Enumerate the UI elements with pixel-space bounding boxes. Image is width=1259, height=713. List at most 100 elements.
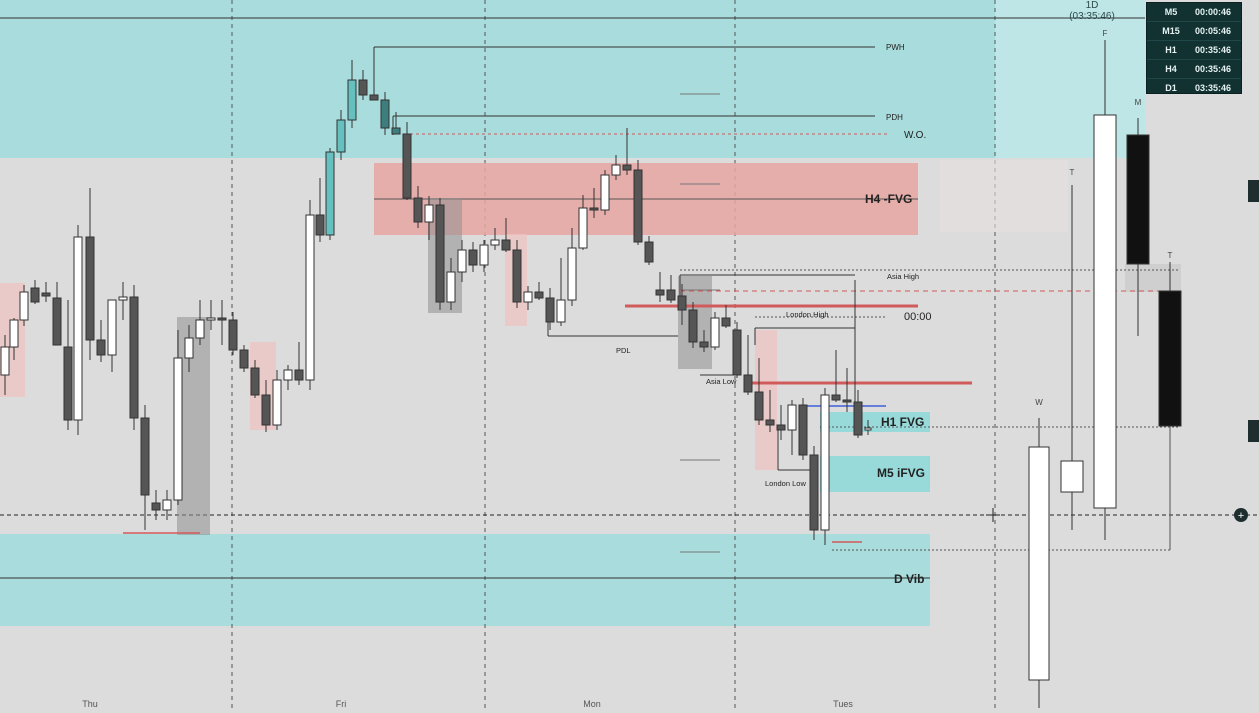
candle-body [655,289,665,296]
tf-name: H4 [1165,64,1177,74]
candle-body [336,119,346,153]
candle-body [809,454,819,531]
htf-candle-body [1028,446,1050,681]
candle-body [347,79,357,121]
candle-body [622,164,632,171]
premium-zone [0,0,995,158]
tf-row: H1 00:35:46 [1147,41,1241,60]
candle-body [30,287,40,303]
candle-body [63,346,73,421]
candle-body [206,317,216,321]
timeframe-countdown-panel: M5 00:00:46 M15 00:05:46 H1 00:35:46 H4 00:3… [1146,2,1242,94]
asia-low-label: Asia Low [706,377,737,386]
day-axis-label: Tues [833,699,853,708]
candle-body [853,401,863,436]
candle-body [402,133,412,199]
candle-body [9,319,19,348]
htf-candle-body [1126,134,1150,265]
price-scale-marker [1248,180,1259,202]
candle-body [294,369,304,381]
period-countdown: (03:35:46) [1069,11,1115,22]
candle-body [501,239,511,251]
candle-body [85,236,95,341]
period-label: 1D [1085,0,1099,11]
tf-row: M15 00:05:46 [1147,22,1241,41]
discount-zone [0,534,930,626]
candle-body [776,424,786,431]
candle-body [0,346,10,376]
candle-body [315,214,325,236]
candle-body [118,296,128,301]
htf-candle-label: T [1070,168,1075,177]
candle-body [699,341,709,348]
m5-ifvg-zone [820,456,930,492]
candle-body [688,309,698,343]
candle-body [611,164,621,176]
tf-countdown: 00:35:46 [1195,64,1232,74]
candle-body [677,295,687,311]
htf-candle-label: F [1103,29,1108,38]
wo-label: W.O. [904,130,926,141]
candle-body [151,502,161,511]
candle-body [19,291,29,321]
candle-body [798,404,808,456]
htf-candle-body [1093,114,1117,509]
candle-body [195,319,205,339]
tf-row: M5 00:00:46 [1147,3,1241,22]
h4-fvg-label: H4 -FVG [865,192,912,206]
tf-row: D1 03:35:46 [1147,79,1241,97]
candle-body [787,404,797,431]
candle-body [754,391,764,421]
candle-body [239,349,249,369]
candle-body [162,499,172,511]
candle-body [305,214,315,381]
candle-body [261,394,271,426]
htf-candle-label: T [1168,251,1173,260]
tf-name: M15 [1162,26,1180,36]
premium-zone-htf [995,0,1145,158]
order-block-zone [755,330,777,470]
candle-body [666,289,676,301]
candle-body [644,241,654,263]
daily-countdown-label: 1D (03:35:46) [1062,0,1122,22]
h1-fvg-zone [820,412,930,432]
candle-body [391,127,401,135]
candle-body [457,249,467,273]
candle-body [217,317,227,321]
grey-range-box [428,198,462,313]
crosshair-plus-glyph: + [1238,510,1244,522]
candle-body [325,151,335,236]
d-vib-label: D Vib [894,572,924,586]
candle-body [820,394,830,531]
candle-body [534,291,544,299]
candle-body [129,296,139,419]
candle-body [600,174,610,211]
candle-body [228,319,238,351]
candle-body [424,204,434,223]
htf-candle-label: W [1035,398,1043,407]
candle-body [732,329,742,376]
tf-name: M5 [1164,7,1178,17]
candle-body [490,239,500,246]
pwh-label: PWH [886,43,905,52]
htf-pale-box [940,160,1068,232]
candle-body [96,339,106,356]
price-scale-marker [1248,420,1259,442]
candle-body [184,337,194,359]
candle-body [512,249,522,303]
tf-countdown: 00:00:46 [1195,7,1232,17]
candle-body [556,299,566,323]
day-axis-label: Mon [583,699,601,708]
asia-high-label: Asia High [887,272,919,281]
crosshair-plus-icon [1234,508,1248,522]
candle-body [523,291,533,303]
candle-body [41,292,51,297]
tf-name: D1 [1165,83,1177,93]
candle-body [743,374,753,393]
tf-countdown: 00:05:46 [1195,26,1232,36]
candle-body [413,197,423,223]
candle-body [842,399,852,403]
candle-body [283,369,293,381]
